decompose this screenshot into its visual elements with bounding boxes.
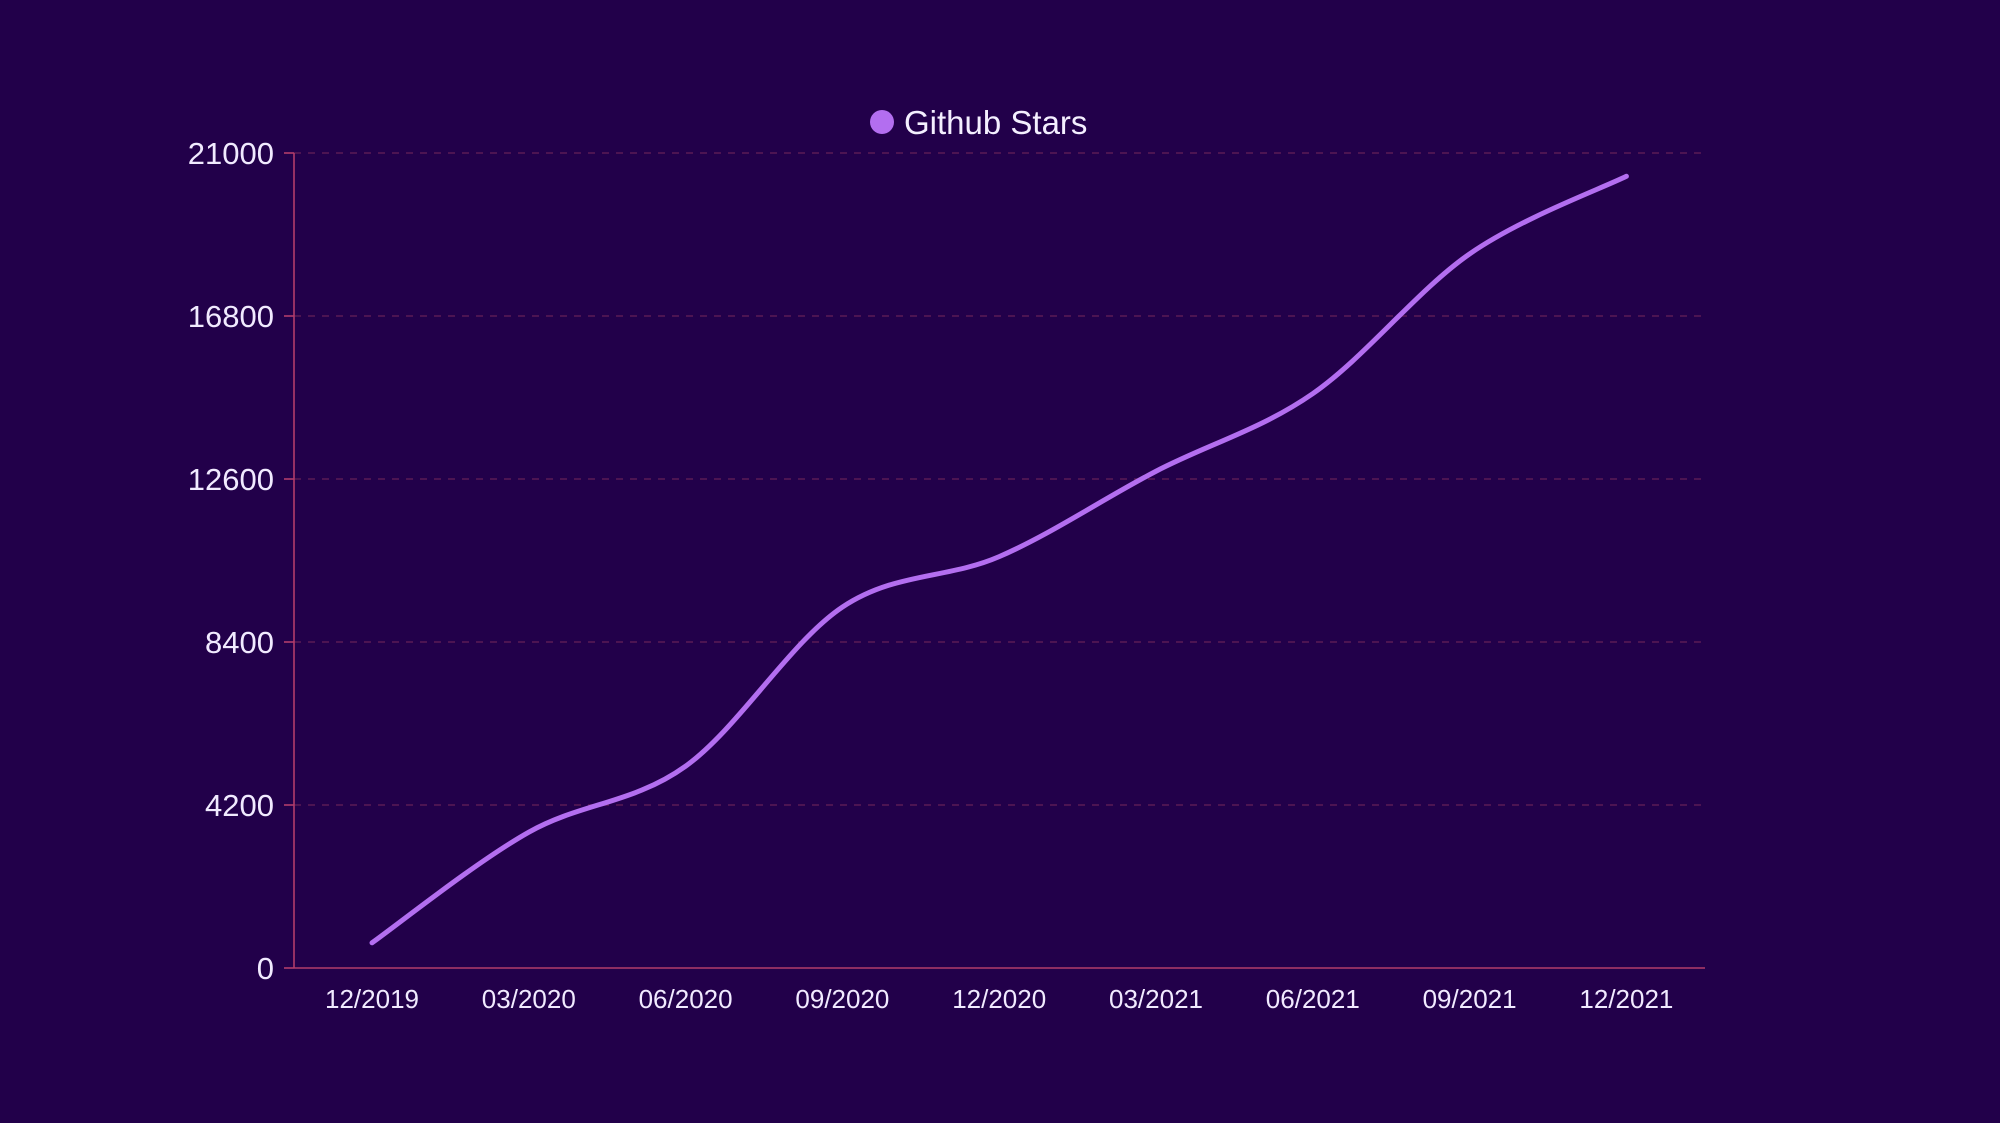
axes: [293, 153, 1705, 969]
legend[interactable]: Github Stars: [870, 104, 1087, 141]
x-tick-label: 03/2020: [482, 984, 576, 1014]
x-tick-label: 12/2021: [1579, 984, 1673, 1014]
x-tick-label: 06/2020: [639, 984, 733, 1014]
x-tick-label: 12/2020: [952, 984, 1046, 1014]
y-tick-label: 21000: [188, 136, 274, 171]
x-tick-label: 12/2019: [325, 984, 419, 1014]
y-tick-label: 4200: [205, 788, 274, 823]
series-line-github-stars: [369, 173, 1629, 946]
legend-label-github-stars: Github Stars: [904, 104, 1087, 141]
x-tick-label: 09/2020: [795, 984, 889, 1014]
x-tick-label: 03/2021: [1109, 984, 1203, 1014]
y-tick-label: 8400: [205, 625, 274, 660]
grid-lines: [294, 152, 1705, 806]
x-tick-labels: 12/2019 03/2020 06/2020 09/2020 12/2020 03/20…: [325, 984, 1673, 1014]
y-tick-label: 0: [257, 951, 274, 986]
legend-marker-github-stars: [870, 110, 894, 134]
x-tick-label: 09/2021: [1423, 984, 1517, 1014]
y-tick-label: 16800: [188, 299, 274, 334]
y-tick-labels: 0 4200 8400 12600 16800 21000: [188, 136, 294, 986]
series-layer: [369, 173, 1629, 946]
x-tick-label: 06/2021: [1266, 984, 1360, 1014]
y-tick-label: 12600: [188, 462, 274, 497]
